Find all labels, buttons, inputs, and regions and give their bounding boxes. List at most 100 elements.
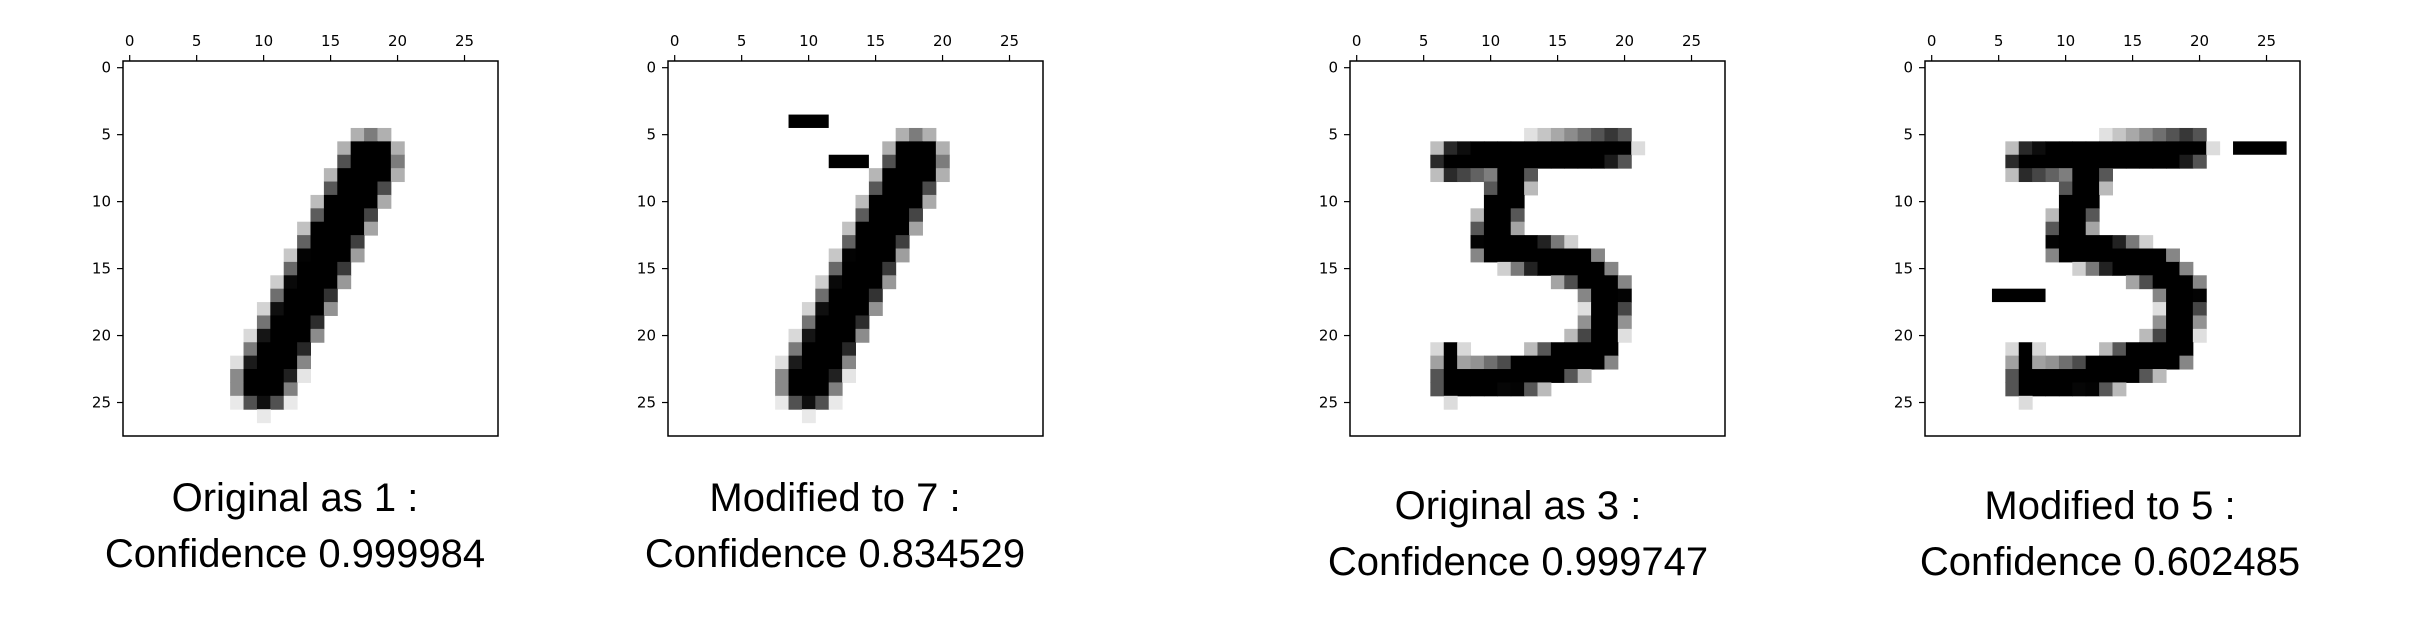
digit-pixel (2099, 261, 2113, 276)
digit-pixel (310, 275, 325, 290)
digit-pixel (828, 328, 843, 343)
digit-pixel (1550, 235, 1565, 249)
digit-pixel (801, 328, 816, 343)
digit-pixel (1631, 141, 1646, 156)
digit-pixel (2166, 248, 2180, 263)
digit-pixel (243, 395, 258, 410)
digit-pixel (842, 302, 856, 316)
digit-pixel (855, 275, 870, 290)
digit-pixel (270, 382, 285, 397)
digit-pixel (390, 141, 405, 156)
digit-pixel (1510, 248, 1525, 263)
digit-pixel (801, 369, 816, 383)
image-plot: 00 5 5 10 10 15 15 20 20 25 25 (1319, 32, 1726, 437)
digit-pixel (364, 208, 378, 223)
digit-pixel (1457, 382, 1472, 397)
x-tick-label: 25 (455, 32, 474, 50)
digit-pixel (895, 208, 910, 223)
digit-pixel (2099, 127, 2113, 142)
digit-pixel (1550, 342, 1565, 357)
digit-pixel (297, 369, 311, 383)
digit-pixel (2005, 382, 2020, 397)
image-plot: 00 5 5 10 10 15 15 20 20 25 25 (637, 32, 1044, 437)
digit-pixel (337, 248, 352, 263)
digit-pixel (895, 248, 910, 263)
digit-pixel (1524, 154, 1538, 169)
digit-pixel (828, 302, 843, 316)
digit-pixel (297, 355, 311, 370)
plot-frame (122, 60, 499, 437)
digit-pixel (788, 355, 803, 370)
digit-pixel (882, 248, 897, 263)
digit-pixel (1470, 382, 1485, 397)
digit-pixel (909, 127, 923, 142)
digit-pixel (1591, 127, 1605, 142)
digit-pixel (2099, 181, 2113, 196)
digit-pixel (2125, 248, 2140, 263)
digit-pixel (1443, 369, 1458, 383)
digit-pixel (828, 288, 843, 303)
digit-pixel (2206, 141, 2221, 156)
digit-pixel (1483, 355, 1498, 370)
digit-pixel (2152, 342, 2167, 357)
digit-pixel (2152, 328, 2167, 343)
digit-pixel (2018, 154, 2033, 169)
digit-pixel (2152, 127, 2167, 142)
digit-pixel (2139, 141, 2154, 156)
digit-pixel (1591, 275, 1605, 290)
x-tick-label: 10 (799, 32, 818, 50)
digit-pixel (1443, 395, 1458, 410)
digit-pixel (1550, 141, 1565, 156)
digit-pixel (815, 369, 830, 383)
digit-pixel (2125, 369, 2140, 383)
y-tick-label: 10 (1319, 193, 1338, 211)
digit-pixel (350, 235, 365, 249)
digit-pixel (1483, 181, 1498, 196)
digit-pixel (1524, 235, 1538, 249)
digit-pixel (855, 208, 870, 223)
digit-pixel (2192, 141, 2207, 156)
digit-pixel (1497, 168, 1512, 183)
digit-pixels (230, 127, 405, 424)
digit-pixel (801, 342, 816, 357)
digit-pixel (895, 141, 910, 156)
digit-pixel (2152, 355, 2167, 370)
digit-pixel (909, 141, 923, 156)
digit-pixel (1591, 355, 1605, 370)
digit-pixel (868, 248, 883, 263)
digit-pixel (283, 302, 298, 316)
digit-pixel (1497, 194, 1512, 209)
x-tick-label: 5 (192, 32, 202, 50)
digit-pixel (1604, 288, 1619, 303)
x-tick-label: 15 (2123, 32, 2142, 50)
plot-frame (1924, 60, 2301, 437)
digit-pixel (2192, 315, 2207, 330)
digit-pixel (2139, 127, 2154, 142)
digit-pixel (337, 235, 352, 249)
y-tick-label: 25 (637, 394, 656, 412)
digit-pixel (882, 181, 897, 196)
digit-pixel (868, 261, 883, 276)
digit-pixel (243, 328, 258, 343)
digit-pixel (323, 275, 338, 290)
digit-pixel (283, 275, 298, 290)
digit-pixel (855, 221, 870, 236)
digit-pixel (922, 154, 937, 169)
digit-pixel (337, 168, 352, 183)
digit-pixel (1550, 355, 1565, 370)
x-tick-label: 0 (125, 32, 135, 50)
digit-pixel (1537, 141, 1552, 156)
digit-pixel (922, 141, 937, 156)
digit-pixel (2179, 355, 2194, 370)
digit-pixel (1470, 369, 1485, 383)
digit-pixel (909, 181, 923, 196)
digit-pixel (1510, 221, 1525, 236)
digit-pixel (1577, 154, 1592, 169)
digit-pixel (1537, 382, 1552, 397)
digit-pixel (2085, 221, 2100, 236)
digit-pixel (1577, 127, 1592, 142)
digit-pixel (2125, 154, 2140, 169)
digit-pixel (1617, 275, 1632, 290)
digit-pixel (2085, 208, 2100, 223)
digit-pixel (1564, 261, 1579, 276)
